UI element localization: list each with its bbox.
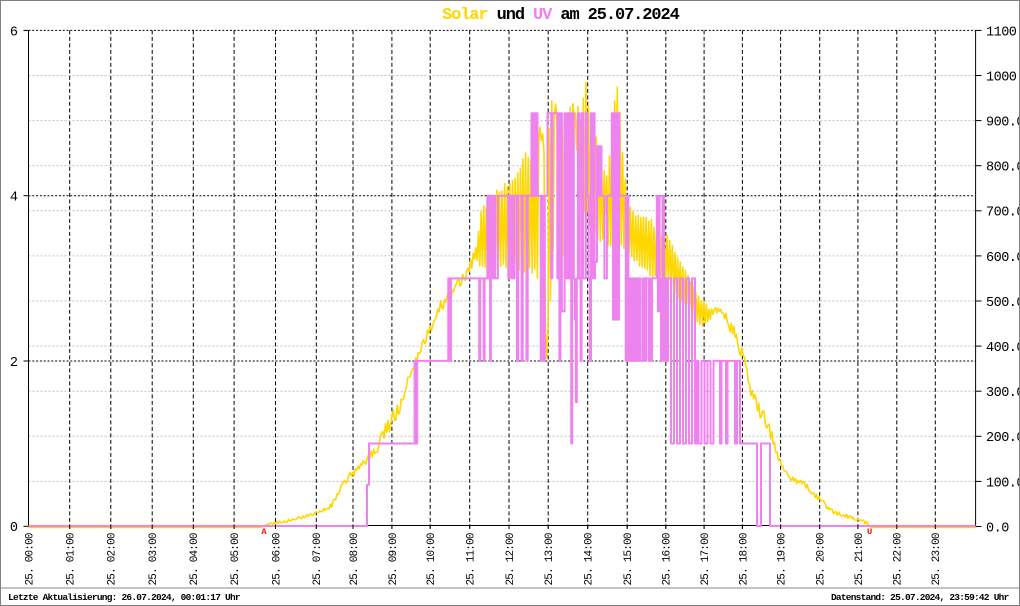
svg-text:Solar und UV am 25.07.2024: Solar und UV am 25.07.2024	[442, 6, 680, 25]
svg-text:25. 17:00: 25. 17:00	[700, 533, 712, 585]
svg-text:25. 23:00: 25. 23:00	[931, 533, 943, 585]
svg-text:25. 19:00: 25. 19:00	[777, 533, 789, 585]
svg-text:400.0: 400.0	[986, 341, 1020, 356]
svg-text:25. 03:00: 25. 03:00	[148, 533, 160, 585]
svg-text:1000.0: 1000.0	[986, 70, 1020, 85]
svg-text:200.0: 200.0	[986, 431, 1020, 446]
svg-text:25. 21:00: 25. 21:00	[854, 533, 866, 585]
svg-text:25. 22:00: 25. 22:00	[893, 533, 905, 585]
svg-text:U: U	[867, 527, 872, 537]
svg-text:25. 15:00: 25. 15:00	[623, 533, 635, 585]
svg-text:6: 6	[10, 25, 18, 40]
svg-text:25. 20:00: 25. 20:00	[816, 533, 828, 585]
svg-text:25. 04:00: 25. 04:00	[189, 533, 201, 585]
svg-text:1100.0: 1100.0	[986, 25, 1020, 40]
svg-text:25. 02:00: 25. 02:00	[107, 533, 119, 585]
svg-text:2: 2	[10, 356, 18, 371]
svg-text:900.0: 900.0	[986, 116, 1020, 131]
svg-text:25. 12:00: 25. 12:00	[505, 533, 517, 585]
svg-text:4: 4	[10, 191, 18, 206]
svg-text:25. 11:00: 25. 11:00	[466, 533, 478, 585]
svg-text:0: 0	[10, 521, 18, 536]
svg-text:25. 16:00: 25. 16:00	[662, 533, 674, 585]
svg-text:Letzte Aktualisierung: 26.07.2: Letzte Aktualisierung: 26.07.2024, 00:01…	[8, 592, 241, 603]
svg-text:25. 09:00: 25. 09:00	[388, 533, 400, 585]
svg-text:700.0: 700.0	[986, 206, 1020, 221]
svg-text:25. 01:00: 25. 01:00	[66, 533, 78, 585]
svg-text:25. 05:00: 25. 05:00	[230, 533, 242, 585]
svg-text:25. 06:00: 25. 06:00	[271, 533, 283, 585]
svg-text:0.0: 0.0	[986, 521, 1009, 536]
svg-text:800.0: 800.0	[986, 161, 1020, 176]
svg-text:25. 18:00: 25. 18:00	[738, 533, 750, 585]
svg-text:25. 10:00: 25. 10:00	[426, 533, 438, 585]
svg-text:25. 08:00: 25. 08:00	[349, 533, 361, 585]
svg-text:100.0: 100.0	[986, 476, 1020, 491]
svg-text:25. 14:00: 25. 14:00	[584, 533, 596, 585]
svg-text:500.0: 500.0	[986, 296, 1020, 311]
svg-text:25. 00:00: 25. 00:00	[24, 533, 36, 585]
svg-text:25. 07:00: 25. 07:00	[312, 533, 324, 585]
svg-text:A: A	[261, 527, 267, 537]
svg-text:Datenstand: 25.07.2024, 23:59:: Datenstand: 25.07.2024, 23:59:42 Uhr	[831, 592, 1010, 603]
svg-text:300.0: 300.0	[986, 386, 1020, 401]
svg-text:600.0: 600.0	[986, 251, 1020, 266]
svg-text:25. 13:00: 25. 13:00	[544, 533, 556, 585]
